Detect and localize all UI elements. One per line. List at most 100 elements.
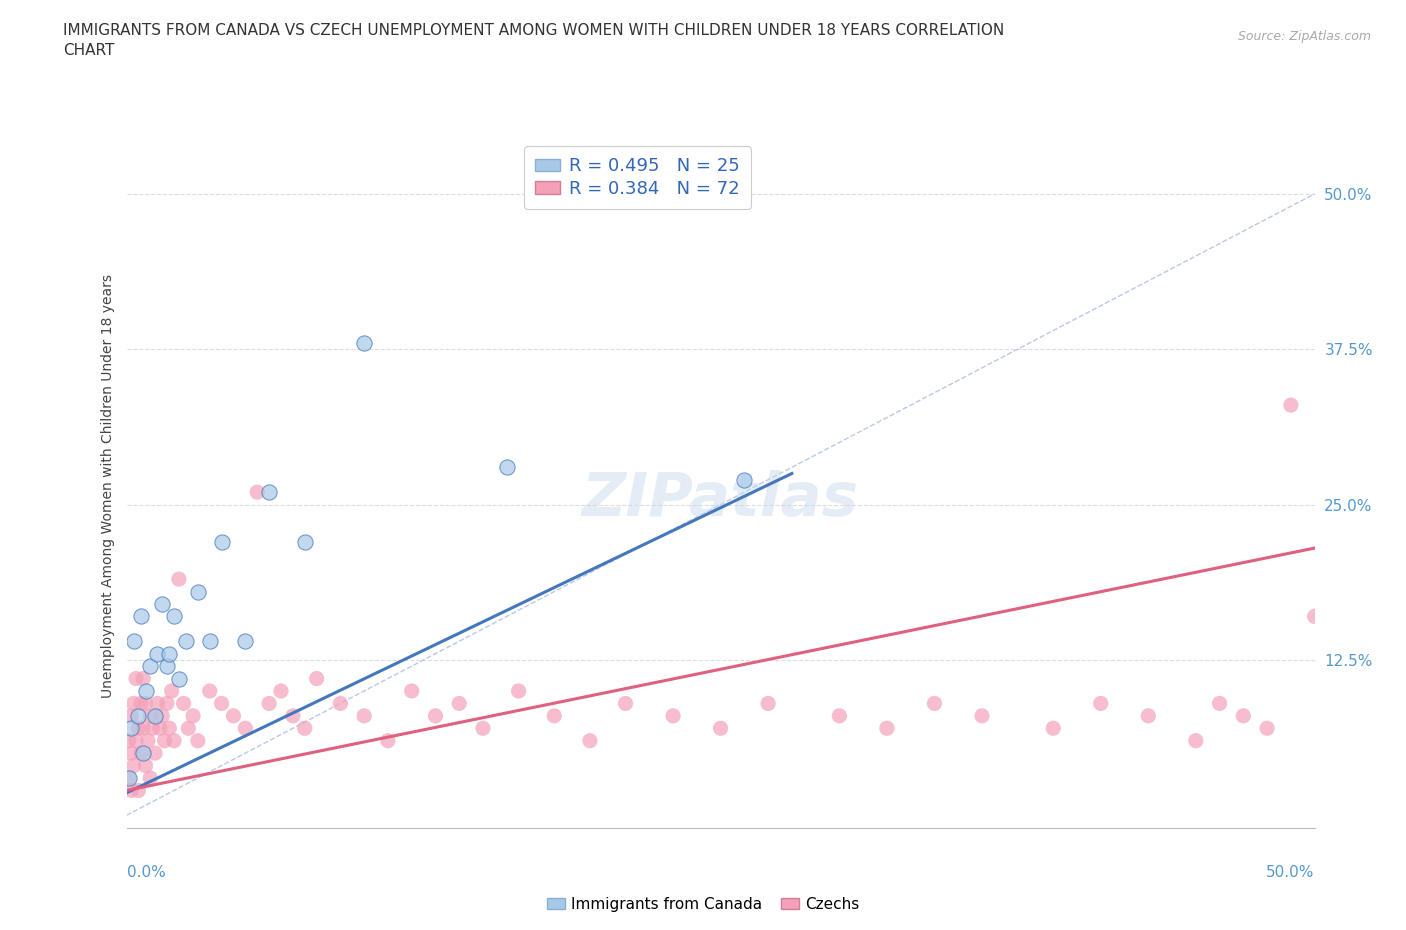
Point	[150, 596, 173, 611]
Point	[163, 733, 186, 748]
Point	[122, 634, 145, 649]
Point	[181, 709, 204, 724]
Point	[120, 783, 142, 798]
Point	[1090, 696, 1112, 711]
Point	[139, 658, 162, 673]
Point	[187, 584, 209, 599]
Point	[143, 746, 166, 761]
Point	[156, 696, 179, 711]
Text: IMMIGRANTS FROM CANADA VS CZECH UNEMPLOYMENT AMONG WOMEN WITH CHILDREN UNDER 18 : IMMIGRANTS FROM CANADA VS CZECH UNEMPLOY…	[63, 23, 1004, 58]
Point	[828, 709, 851, 724]
Point	[139, 771, 162, 786]
Point	[257, 696, 280, 711]
Point	[160, 684, 183, 698]
Point	[157, 646, 180, 661]
Point	[1279, 398, 1302, 413]
Point	[1184, 733, 1206, 748]
Point	[709, 721, 731, 736]
Point	[222, 709, 245, 724]
Point	[401, 684, 423, 698]
Legend: Immigrants from Canada, Czechs: Immigrants from Canada, Czechs	[540, 891, 866, 918]
Point	[579, 733, 602, 748]
Point	[127, 783, 149, 798]
Point	[662, 709, 685, 724]
Point	[173, 696, 195, 711]
Point	[281, 709, 304, 724]
Point	[1256, 721, 1278, 736]
Point	[146, 646, 169, 661]
Point	[118, 733, 141, 748]
Point	[233, 721, 256, 736]
Point	[198, 634, 221, 649]
Point	[129, 746, 152, 761]
Point	[127, 709, 149, 724]
Point	[135, 684, 157, 698]
Point	[187, 733, 209, 748]
Point	[177, 721, 200, 736]
Point	[472, 721, 495, 736]
Point	[1137, 709, 1160, 724]
Point	[167, 671, 190, 686]
Text: 50.0%: 50.0%	[1267, 865, 1315, 881]
Point	[125, 733, 148, 748]
Point	[246, 485, 269, 499]
Text: ZIPatlas: ZIPatlas	[582, 470, 859, 529]
Point	[127, 721, 149, 736]
Point	[129, 696, 152, 711]
Point	[495, 459, 517, 474]
Point	[143, 709, 166, 724]
Point	[876, 721, 898, 736]
Point	[157, 721, 180, 736]
Point	[924, 696, 946, 711]
Point	[132, 721, 155, 736]
Point	[377, 733, 399, 748]
Point	[257, 485, 280, 499]
Point	[120, 746, 142, 761]
Point	[174, 634, 197, 649]
Point	[425, 709, 447, 724]
Point	[353, 336, 375, 351]
Point	[129, 609, 152, 624]
Point	[270, 684, 292, 698]
Point	[156, 658, 179, 673]
Point	[118, 771, 141, 786]
Point	[118, 771, 141, 786]
Point	[135, 758, 157, 773]
Point	[294, 535, 316, 550]
Point	[329, 696, 352, 711]
Point	[120, 721, 142, 736]
Point	[1232, 709, 1254, 724]
Point	[1042, 721, 1064, 736]
Point	[970, 709, 993, 724]
Point	[146, 696, 169, 711]
Y-axis label: Unemployment Among Women with Children Under 18 years: Unemployment Among Women with Children U…	[101, 274, 115, 698]
Point	[125, 671, 148, 686]
Point	[122, 758, 145, 773]
Point	[733, 472, 755, 487]
Point	[211, 696, 233, 711]
Point	[167, 572, 190, 587]
Point	[150, 709, 173, 724]
Point	[211, 535, 233, 550]
Point	[756, 696, 779, 711]
Point	[136, 733, 159, 748]
Point	[163, 609, 186, 624]
Point	[135, 696, 157, 711]
Point	[1208, 696, 1230, 711]
Point	[543, 709, 565, 724]
Point	[120, 709, 142, 724]
Point	[233, 634, 256, 649]
Point	[132, 671, 155, 686]
Point	[149, 721, 172, 736]
Point	[449, 696, 471, 711]
Point	[1303, 609, 1326, 624]
Point	[305, 671, 328, 686]
Point	[614, 696, 637, 711]
Point	[153, 733, 176, 748]
Point	[132, 746, 155, 761]
Point	[294, 721, 316, 736]
Point	[142, 721, 165, 736]
Point	[508, 684, 530, 698]
Point	[198, 684, 221, 698]
Point	[122, 696, 145, 711]
